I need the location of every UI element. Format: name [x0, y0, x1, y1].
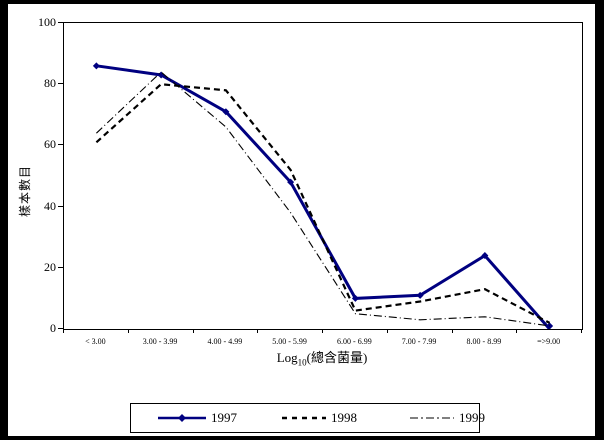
data-point-1997-7: [546, 322, 554, 329]
y-tick-mark-100: [58, 22, 63, 23]
x-tick-mark-8: [581, 329, 582, 333]
data-point-1997-3: [287, 178, 295, 186]
y-tick-mark-20: [58, 266, 63, 268]
data-point-1997-2: [222, 108, 230, 116]
x-tick-label-6: 8.00 - 8.99: [466, 337, 502, 346]
legend-label-1998: 1998: [331, 410, 357, 425]
x-tick-label-4: 6.00 - 6.99: [337, 337, 372, 346]
x-axis-title-suffix: (總含菌量): [306, 350, 368, 365]
legend-line-1999-icon: [410, 417, 454, 419]
x-tick-label-3: 5.00 - 5.99: [272, 337, 307, 346]
x-tick-label-0: < 3.00: [85, 337, 106, 346]
data-point-1997-5: [416, 291, 424, 299]
chart-canvas: [92, 62, 554, 329]
x-tick-mark-7: [516, 329, 518, 333]
x-tick-label-7: =>9.00: [537, 337, 561, 346]
y-tick-label-20: 20: [44, 259, 56, 274]
x-axis-title-prefix: Log: [276, 350, 298, 365]
x-tick-mark-5: [386, 329, 388, 333]
y-tick-label-0: 0: [50, 321, 56, 335]
x-tick-label-5: 7.00 - 7.99: [401, 337, 437, 346]
y-tick-mark-40: [58, 205, 63, 207]
x-axis-title-subscript: 10: [297, 357, 307, 368]
x-tick-mark-1: [127, 329, 129, 333]
legend: 1997 1998 1999: [130, 403, 485, 433]
data-point-1997-4: [351, 294, 359, 302]
plot-area: [63, 22, 583, 330]
x-tick-label-1: 3.00 - 3.99: [142, 337, 178, 346]
y-tick-label-40: 40: [44, 198, 56, 213]
legend-label-1999: 1999: [459, 410, 485, 425]
legend-line-1997-icon: [158, 414, 206, 422]
y-tick-mark-80: [58, 83, 63, 85]
legend-entry-1997: 1997: [157, 404, 237, 432]
x-tick-mark-3: [257, 329, 259, 333]
x-tick-mark-6: [451, 329, 453, 333]
x-tick-mark-4: [322, 329, 323, 333]
data-point-1997-6: [481, 252, 489, 260]
legend-line-1998-icon: [282, 416, 326, 420]
y-tick-label-80: 80: [44, 76, 56, 91]
series-line-1999: [96, 71, 550, 327]
data-point-1997-0: [92, 62, 100, 70]
legend-label-1997: 1997: [211, 410, 237, 425]
legend-entry-1999: 1999: [409, 404, 485, 432]
x-tick-mark-0: [63, 329, 64, 333]
x-tick-mark-2: [192, 329, 194, 333]
series-line-1998: [95, 83, 551, 324]
y-tick-mark-60: [58, 144, 63, 146]
series-line-1997: [96, 64, 551, 329]
y-tick-mark-0: [58, 328, 63, 329]
legend-entry-1998: 1998: [281, 404, 357, 432]
x-axis-title: Log10(總含菌量): [222, 347, 422, 368]
x-tick-label-2: 4.00 - 4.99: [207, 337, 243, 346]
y-tick-label-100: 100: [38, 15, 56, 29]
y-tick-label-60: 60: [44, 137, 56, 152]
